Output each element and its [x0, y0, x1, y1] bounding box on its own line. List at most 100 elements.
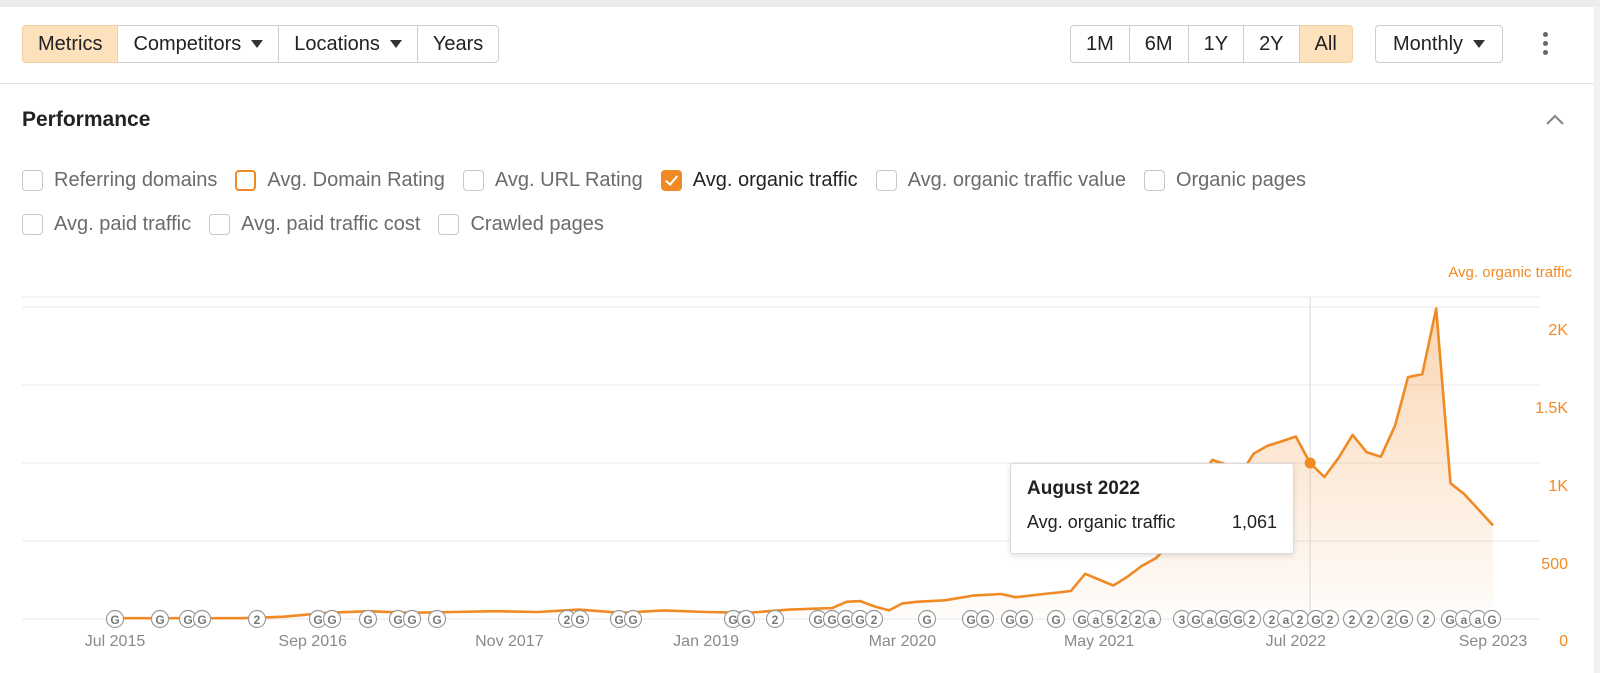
checkbox-avg-paid-traffic-cost[interactable]: Avg. paid traffic cost: [209, 213, 420, 236]
series-label: Avg. organic traffic: [1448, 264, 1572, 281]
checkbox-organic-pages[interactable]: Organic pages: [1143, 169, 1306, 192]
checkbox-label: Avg. URL Rating: [494, 168, 643, 191]
data-point: [1462, 492, 1466, 496]
checkbox-avg-domain-rating[interactable]: Avg. Domain Rating: [235, 169, 445, 192]
annotation-marker: [975, 609, 995, 629]
annotation-marker-label: G: [1219, 613, 1228, 627]
annotation-marker-label: G: [393, 613, 402, 627]
data-point: [1420, 372, 1424, 376]
competitors-dropdown[interactable]: Competitors: [118, 25, 280, 63]
annotation-marker-label: G: [827, 613, 836, 627]
annotation-marker: [864, 609, 884, 629]
annotation-marker-label: G: [922, 613, 931, 627]
checkbox-box[interactable]: [875, 169, 897, 191]
locations-dropdown[interactable]: Locations: [279, 25, 418, 63]
years-button[interactable]: Years: [417, 25, 500, 63]
annotation-marker-label: 2: [1249, 613, 1256, 627]
more-options-icon[interactable]: [1538, 32, 1552, 58]
annotation-marker-label: G: [432, 613, 441, 627]
range-2y-button[interactable]: 2Y: [1244, 25, 1300, 63]
series-line: [115, 307, 1494, 620]
range-all-button[interactable]: All: [1299, 25, 1353, 63]
checkbox-box[interactable]: [1143, 169, 1165, 191]
annotation-marker: [358, 609, 378, 629]
competitors-label: Competitors: [133, 32, 242, 55]
checkbox-box[interactable]: [22, 169, 43, 191]
data-point: [1042, 592, 1046, 596]
organic-traffic-chart[interactable]: Avg. organic traffic 0 500 1K 1.5K 2K Jul 2015…: [0, 255, 1600, 673]
tooltip-value: 1,061: [1231, 512, 1277, 532]
annotation-marker: [105, 609, 125, 629]
annotation-marker-label: G: [728, 613, 737, 627]
annotation-marker-label: G: [110, 613, 119, 627]
data-point: [240, 616, 244, 620]
annotation-marker-label: G: [1005, 613, 1014, 627]
annotation-marker-label: 3: [1179, 613, 1186, 627]
range-1y-button[interactable]: 1Y: [1188, 25, 1245, 63]
tooltip-title: August 2022: [1027, 478, 1140, 499]
annotation-marker: [150, 609, 170, 629]
data-point: [999, 592, 1003, 596]
filter-toolbar: Metrics Competitors Locations Years: [22, 25, 500, 63]
chevron-up-icon[interactable]: [1545, 112, 1565, 126]
checkbox-box[interactable]: [660, 169, 682, 191]
annotation-marker-label: 2: [1327, 613, 1334, 627]
checkbox-label: Avg. organic traffic: [692, 168, 858, 191]
x-tick-label: May 2021: [1064, 633, 1134, 650]
checkbox-crawled-pages[interactable]: Crawled pages: [438, 213, 604, 236]
annotation-marker-label: G: [363, 613, 372, 627]
checkbox-avg-url-rating[interactable]: Avg. URL Rating: [462, 168, 643, 192]
checkbox-avg-paid-traffic[interactable]: Avg. paid traffic: [22, 213, 191, 236]
section-title: Performance: [22, 108, 151, 131]
checkbox-referring-domains[interactable]: Referring domains: [22, 169, 217, 192]
checkbox-label: Referring domains: [54, 168, 218, 191]
metrics-button[interactable]: Metrics: [22, 25, 119, 63]
checkbox-box[interactable]: [462, 169, 484, 191]
date-range-selector: 1M 6M 1Y 2Y All: [1070, 25, 1353, 63]
checkbox-box[interactable]: [438, 213, 460, 235]
annotation-marker: [1046, 609, 1066, 629]
range-1m-button[interactable]: 1M: [1070, 25, 1130, 63]
annotation-marker-label: G: [327, 613, 336, 627]
annotation-marker-label: 2: [1423, 613, 1430, 627]
checkbox-box[interactable]: [22, 213, 43, 235]
data-point: [844, 600, 848, 604]
x-tick-label: Jan 2019: [673, 633, 739, 650]
annotation-marker-label: a: [1149, 613, 1156, 627]
scrollbar[interactable]: [1594, 7, 1600, 673]
annotation-marker: [1360, 609, 1380, 629]
range-all-label: All: [1314, 32, 1337, 55]
annotation-marker-label: G: [183, 613, 192, 627]
checkbox-avg-organic-traffic-value[interactable]: Avg. organic traffic value: [875, 168, 1126, 192]
annotation-marker-label: G: [1311, 613, 1320, 627]
checkbox-label: Avg. organic traffic value: [907, 168, 1126, 191]
checkbox-label: Avg. paid traffic cost: [241, 212, 421, 235]
range-6m-button[interactable]: 6M: [1129, 25, 1189, 63]
data-point: [1266, 444, 1270, 448]
annotation-marker-label: 2: [1135, 613, 1142, 627]
y-tick-label: 0: [1559, 633, 1568, 650]
data-point: [1252, 451, 1256, 455]
annotation-marker-label: G: [1077, 613, 1086, 627]
data-point: [1280, 439, 1284, 443]
annotation-marker: [192, 609, 212, 629]
data-point: [858, 599, 862, 603]
data-point: [1364, 450, 1368, 454]
annotation-marker-label: G: [813, 613, 822, 627]
annotation-marker: [765, 609, 785, 629]
data-point: [1014, 595, 1018, 599]
annotation-marker-label: 2: [1349, 613, 1356, 627]
data-point: [873, 605, 877, 609]
data-point: [915, 600, 919, 604]
annotation-marker: [427, 609, 447, 629]
data-point: [1477, 508, 1481, 512]
checkbox-box[interactable]: [209, 213, 231, 235]
data-point: [900, 601, 904, 605]
data-point: [1406, 375, 1410, 379]
metric-checkboxes: Referring domains Avg. Domain Rating Avg…: [22, 165, 1442, 253]
interval-dropdown[interactable]: Monthly: [1375, 25, 1503, 63]
annotation-marker-label: 2: [564, 613, 571, 627]
checkbox-avg-organic-traffic[interactable]: Avg. organic traffic: [660, 168, 858, 192]
data-point: [1449, 481, 1453, 485]
checkbox-box[interactable]: [235, 169, 257, 191]
